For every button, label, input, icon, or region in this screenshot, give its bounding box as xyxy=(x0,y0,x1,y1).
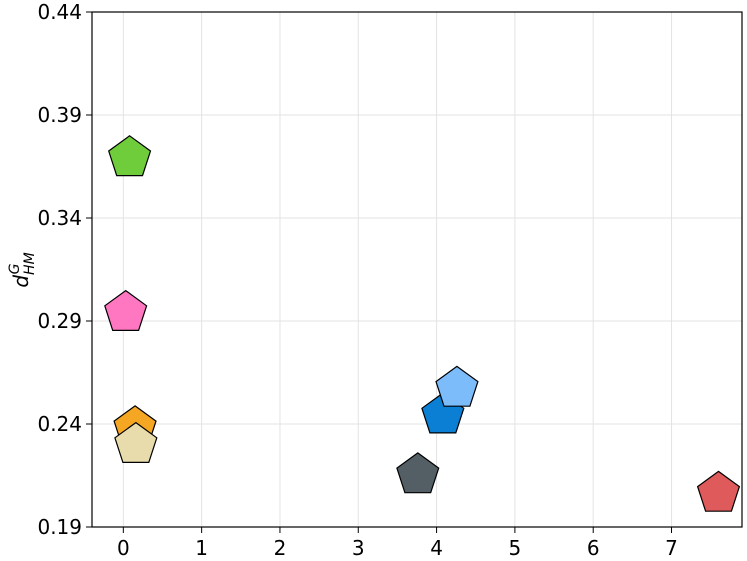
data-points xyxy=(104,135,741,512)
grid xyxy=(92,11,742,528)
y-tick-label: 0.39 xyxy=(37,103,82,127)
data-point xyxy=(114,421,158,463)
x-tick-label: 4 xyxy=(430,536,443,560)
plot-frame xyxy=(91,11,743,528)
y-axis-label-sub: HM xyxy=(22,252,38,275)
x-tick-label: 2 xyxy=(274,536,287,560)
y-tick-label: 0.19 xyxy=(37,515,82,539)
y-axis-label-base: d xyxy=(9,275,33,288)
x-tick-label: 7 xyxy=(665,536,678,560)
data-point xyxy=(396,452,440,494)
y-tick-label: 0.24 xyxy=(37,412,82,436)
x-tick-label: 3 xyxy=(352,536,365,560)
data-point xyxy=(107,135,152,177)
x-tick-label: 5 xyxy=(509,536,522,560)
data-point xyxy=(104,289,148,331)
y-tick-label: 0.34 xyxy=(37,206,82,230)
y-axis-label-sup: G xyxy=(7,263,23,274)
y-tick-label: 0.44 xyxy=(37,0,82,24)
x-tick-label: 0 xyxy=(117,536,130,560)
x-tick-label: 6 xyxy=(587,536,600,560)
data-point xyxy=(696,470,741,512)
y-axis: 0.19 0.24 0.29 0.34 0.39 0.44 xyxy=(37,0,92,539)
y-tick-label: 0.29 xyxy=(37,309,82,333)
x-axis: 0 1 2 3 4 5 6 7 xyxy=(117,527,678,560)
y-axis-label: dHMG xyxy=(7,252,38,287)
data-point xyxy=(435,365,479,407)
x-tick-label: 1 xyxy=(195,536,208,560)
